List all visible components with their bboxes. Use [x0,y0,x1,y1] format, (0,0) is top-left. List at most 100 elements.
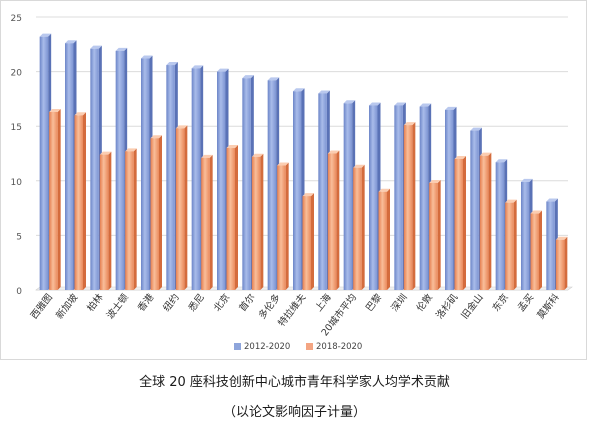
bar-front [327,153,337,290]
legend-swatch [306,343,313,350]
bar-front [99,154,109,290]
bar-series2 [99,151,112,290]
bar-top [65,40,77,44]
bar-top [150,135,162,139]
bar-top [429,179,441,183]
bar-front [394,105,403,291]
bar-series2 [479,152,492,290]
bar-top [521,178,533,182]
bar-top [267,77,280,81]
x-tick-label: 旧金山 [459,291,486,321]
bar-front [369,105,378,291]
bar-side [285,162,289,290]
bar-top [201,154,213,158]
bar-front [251,156,261,290]
legend-label: 2018-2020 [316,342,362,352]
bars [39,33,568,291]
bar-series2 [175,125,188,290]
bar-top [226,145,238,149]
bar-top [454,155,466,159]
bar-series2 [327,150,340,290]
x-tick-label: 纽约 [161,291,182,313]
bar-top [90,45,102,49]
bar-front [530,213,539,290]
bar-front [293,91,302,290]
bar-side [361,164,365,290]
bar-front [353,167,362,290]
bar-series2 [403,122,416,290]
bar-top [445,106,457,110]
bar-top [277,162,289,166]
bar-front [175,128,185,290]
bar-side [235,145,238,290]
bar-top [141,55,153,59]
bar-side [159,135,162,290]
bar-top [251,153,264,157]
bar-front [267,80,277,290]
bar-front [546,201,555,290]
bar-series2 [454,155,466,290]
bar-top [242,75,254,79]
bar-series2 [125,148,137,290]
bar-side [184,125,188,290]
x-tick-label: 孟买 [516,292,536,314]
bar-front [65,43,74,290]
bar-top [394,102,406,106]
bar-front [90,48,99,290]
y-tick-label: 20 [11,69,23,79]
x-tick-label: 西雅图 [28,291,55,321]
bar-side [437,179,441,290]
x-tick-label: 上海 [313,291,334,314]
y-axis-ticks: 0 5 10 15 20 25 [11,14,23,297]
y-tick-label: 25 [11,14,22,24]
bar-top [343,100,356,104]
bar-top [99,151,112,155]
bar-front [201,157,210,290]
bar-series2 [555,236,568,290]
bar-side [336,150,340,290]
bar-front [495,162,505,290]
bar-side [513,199,517,290]
bar-side [57,109,61,290]
bar-front [49,112,58,290]
bar-top [74,112,86,116]
legend-label: 2012-2020 [244,342,290,352]
bar-front [403,125,413,290]
bar-front [445,109,454,290]
bar-series2 [201,154,213,290]
bar-series2 [530,210,542,290]
bar-side [488,152,492,290]
bar-series2 [378,188,390,290]
bar-side [539,210,542,290]
bar-front [166,65,175,290]
bar-front [302,196,311,290]
x-tick-label: 波士顿 [104,291,131,321]
bar-series2 [49,109,61,290]
y-tick-label: 10 [11,178,23,188]
legend: 2012-2020 2018-2020 [234,342,362,352]
x-tick-label: 首尔 [237,291,258,314]
bar-series2 [277,162,289,290]
bar-top [353,164,365,168]
bar-front [555,239,565,290]
bar-side [463,155,466,290]
bar-front [141,58,150,290]
bar-top [39,33,52,37]
bar-front [115,50,125,290]
x-tick-label: 巴黎 [363,291,384,314]
bar-series2 [74,112,86,290]
chart-frame: 0 5 10 15 20 25 西雅图 新加坡 柏林 波士顿 香港 纽约 悉尼 北京 首尔 多伦多 特拉维夫上… [0,0,587,360]
bar-top [419,103,432,107]
bar-front [318,93,327,290]
x-tick-label: 莫斯科 [535,291,562,321]
bar-top [530,210,542,214]
bar-front [242,78,251,290]
bar-front [470,130,479,290]
bar-top [166,62,178,66]
bar-top [217,68,229,72]
bar-side [260,153,264,290]
bar-top [125,148,137,152]
bar-side [387,188,390,290]
bar-top [505,199,517,203]
